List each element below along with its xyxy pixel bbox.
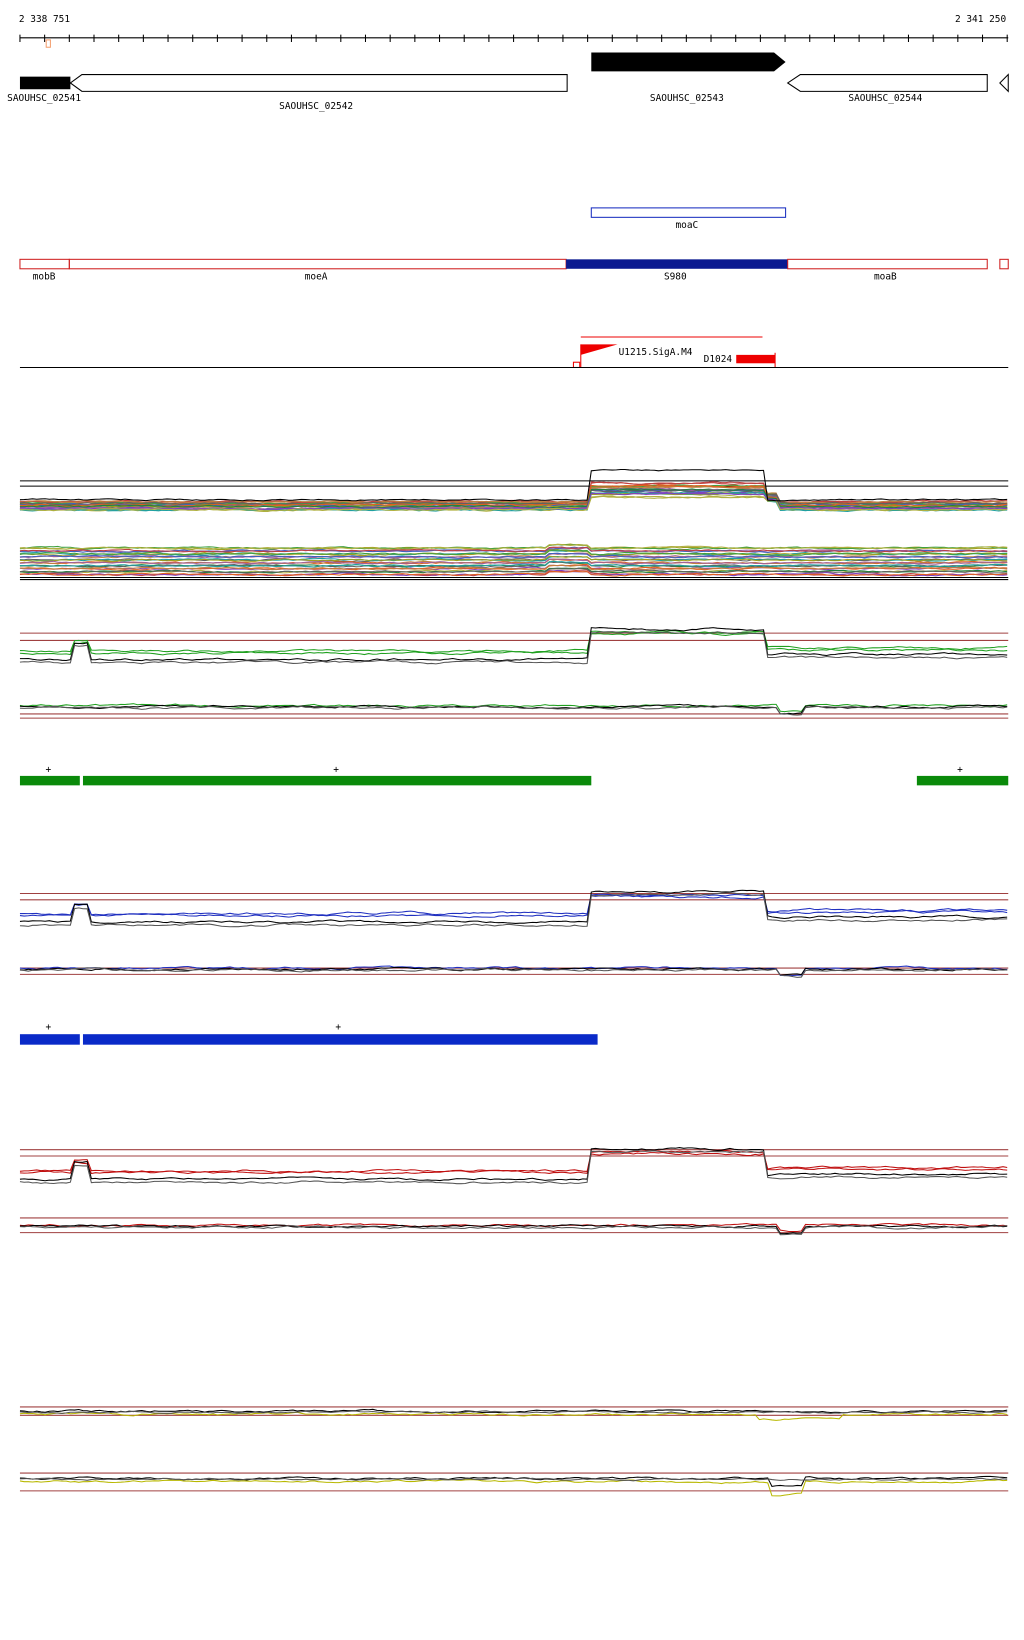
gene-label: SAOUHSC_02542 (279, 101, 353, 112)
promoter-label: U1215.SigA.M4 (619, 347, 693, 358)
ruler-marker (45, 39, 51, 48)
expression-traces (19, 469, 1009, 1497)
operon-label: mobB (33, 271, 56, 282)
operon (999, 258, 1009, 270)
segment-bar (19, 775, 80, 786)
trace (19, 489, 1008, 506)
terminator-label: D1024 (704, 354, 733, 365)
trace (19, 469, 1008, 502)
trace (19, 567, 1008, 574)
segment-bar (82, 1034, 598, 1045)
feature-label: moaC (675, 220, 698, 231)
trace (19, 1224, 1008, 1235)
trace (19, 894, 1008, 919)
terminator-mark (736, 354, 776, 364)
promoter-mark (580, 344, 618, 355)
trace (19, 627, 1008, 662)
segment-mark: + (333, 765, 339, 776)
operon-label: moeA (305, 271, 328, 282)
trace (19, 1151, 1008, 1175)
trace (19, 543, 1008, 551)
operon-label: S980 (664, 271, 687, 282)
trace (19, 893, 1008, 916)
trace (19, 1411, 1008, 1421)
trace (19, 631, 1008, 665)
trace (19, 546, 1008, 553)
gene (19, 76, 71, 90)
segment-bar (19, 1034, 80, 1045)
segment-bar (82, 775, 592, 786)
segment-bar (916, 775, 1009, 786)
ruler-ticks (19, 34, 1008, 42)
trace (19, 494, 1008, 512)
trace (19, 703, 1008, 713)
trace (19, 544, 1008, 551)
operon (787, 258, 988, 270)
trace (19, 547, 1008, 553)
operon (566, 259, 788, 269)
trace (19, 705, 1008, 716)
trace (19, 569, 1008, 577)
trace (19, 1479, 1008, 1497)
trace (19, 1147, 1008, 1182)
ruler-start: 2 338 751 (19, 14, 70, 25)
segment-mark: + (957, 765, 963, 776)
trace (19, 631, 1008, 656)
trace (19, 564, 1008, 571)
gene-label: SAOUHSC_02541 (7, 93, 81, 104)
trace (19, 892, 1008, 928)
feature-box (590, 207, 787, 218)
gene (591, 52, 786, 72)
trace (19, 558, 1008, 565)
ruler-end: 2 341 250 (955, 14, 1006, 25)
trace (19, 570, 1008, 577)
gene-label: SAOUHSC_02543 (650, 93, 724, 104)
trace (19, 965, 1008, 977)
operon-label: moaB (874, 271, 897, 282)
trace (19, 1410, 1008, 1415)
trace (19, 1224, 1008, 1236)
gene (999, 73, 1009, 93)
gene (69, 74, 568, 92)
trace (19, 1149, 1008, 1185)
trace (19, 492, 1008, 511)
trace (19, 549, 1008, 557)
trace (19, 552, 1008, 559)
trace (19, 555, 1008, 562)
segment-mark: + (45, 765, 51, 776)
trace (19, 560, 1008, 568)
segment-mark: + (335, 1022, 341, 1033)
segment-mark: + (45, 1022, 51, 1033)
trace (19, 889, 1008, 924)
gene (786, 74, 988, 92)
trace (19, 1477, 1008, 1482)
gene-label: SAOUHSC_02544 (848, 93, 922, 104)
trace (19, 488, 1008, 509)
trace (19, 967, 1008, 978)
